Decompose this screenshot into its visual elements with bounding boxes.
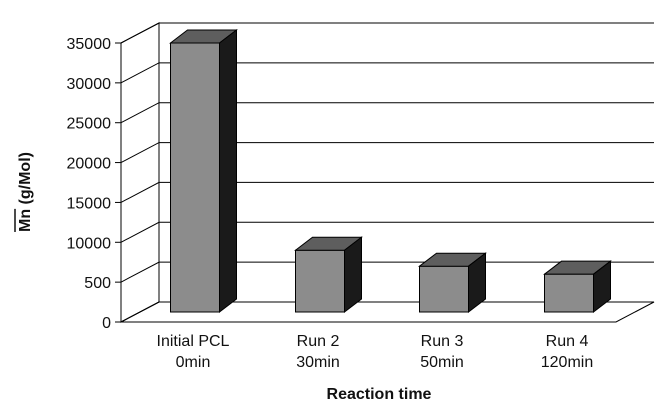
bar-front — [544, 273, 594, 313]
grid-line — [120, 142, 654, 164]
grid-line — [120, 102, 654, 124]
y-tick-label: 15000 — [67, 195, 112, 212]
grid-line — [120, 261, 654, 283]
bar-front — [170, 42, 220, 313]
y-tick-label: 25000 — [67, 116, 112, 133]
category-label-line: Run 2 — [297, 333, 340, 350]
bar — [169, 28, 238, 314]
y-tick-label: 30000 — [67, 76, 112, 93]
grid-line — [120, 221, 654, 243]
side-wall — [120, 22, 160, 323]
x-axis-title: Reaction time — [327, 386, 432, 403]
bar-side — [344, 236, 362, 314]
category-label-line: Run 3 — [421, 333, 464, 350]
bar-side — [468, 252, 486, 314]
category-label-line: Initial PCL — [157, 333, 230, 350]
y-tick-label: 35000 — [67, 36, 112, 53]
bar-side — [219, 28, 237, 314]
y-axis-title-group: Mn (g/Mol) — [17, 152, 34, 232]
bars — [169, 28, 612, 314]
category-label-line: 120min — [541, 354, 593, 371]
category-label-line: 30min — [296, 354, 340, 371]
category-label: Initial PCL 0min — [157, 333, 230, 371]
category-labels: Initial PCL 0min Run 2 30min Run 3 50min Run 4… — [157, 333, 594, 371]
category-label-line: 0min — [176, 354, 211, 371]
category-label-line: 50min — [420, 354, 464, 371]
grid-lines — [115, 22, 654, 323]
grid-line — [120, 62, 654, 84]
grid-line — [120, 301, 654, 323]
bar-front — [419, 265, 469, 313]
category-label-line: Run 4 — [546, 333, 589, 350]
category-label: Run 4 120min — [541, 333, 593, 371]
grid-line — [120, 181, 654, 203]
y-axis-title: Mn (g/Mol) — [17, 152, 34, 232]
bar-side — [593, 260, 611, 314]
y-tick-labels: 0 500 10000 15000 20000 25000 30000 35000 — [67, 36, 112, 332]
bar — [418, 252, 487, 314]
category-label: Run 2 30min — [296, 333, 340, 371]
y-tick-label: 20000 — [67, 156, 112, 173]
y-tick-label: 10000 — [67, 235, 112, 252]
bar-front — [295, 249, 345, 313]
bar — [543, 260, 612, 314]
bar — [294, 236, 363, 314]
y-tick-label: 0 — [102, 315, 111, 332]
grid-line — [120, 22, 654, 44]
category-label: Run 3 50min — [420, 333, 464, 371]
y-tick-label: 500 — [84, 275, 111, 292]
